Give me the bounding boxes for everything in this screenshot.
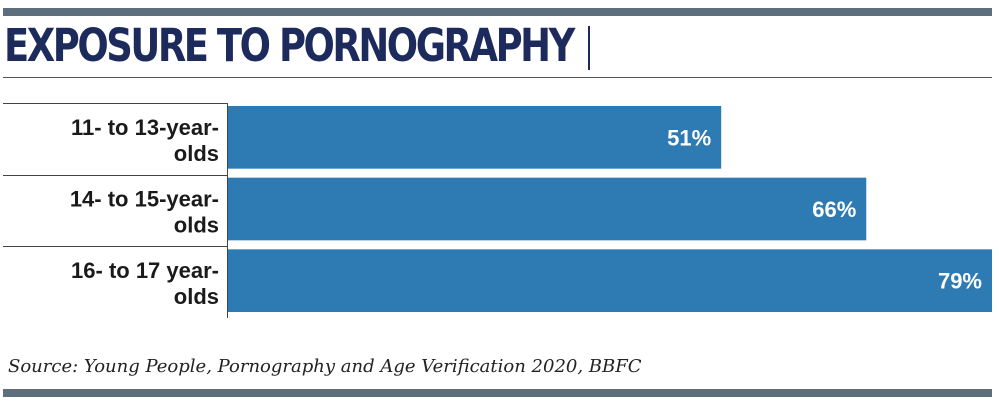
category-label: 16- to 17 year-olds <box>71 258 219 309</box>
category-label-line: olds <box>174 213 219 238</box>
category-label: 11- to 13-year-olds <box>71 115 219 166</box>
category-label: 14- to 15-year-olds <box>70 187 219 238</box>
bar <box>228 249 992 312</box>
category-label-line: 14- to 15-year- <box>70 187 219 212</box>
source-note: Source: Young People, Pornography and Ag… <box>8 356 642 377</box>
value-label: 79% <box>938 269 982 294</box>
category-label-line: olds <box>174 141 219 166</box>
top-rule <box>3 8 992 16</box>
title-cursor <box>588 26 590 70</box>
category-label-line: 16- to 17 year- <box>71 258 219 283</box>
bar <box>228 106 722 169</box>
value-label: 66% <box>812 197 856 222</box>
category-label-line: 11- to 13-year- <box>71 115 219 140</box>
value-label: 51% <box>667 125 711 150</box>
bottom-rule <box>3 389 992 397</box>
category-label-line: olds <box>174 284 219 309</box>
bar <box>228 177 867 241</box>
bar-chart: 11- to 13-year-olds 51% 14- to 15-year-old… <box>3 103 992 318</box>
title-rule <box>3 77 992 78</box>
chart-title: EXPOSURE TO PORNOGRAPHY <box>4 19 575 72</box>
